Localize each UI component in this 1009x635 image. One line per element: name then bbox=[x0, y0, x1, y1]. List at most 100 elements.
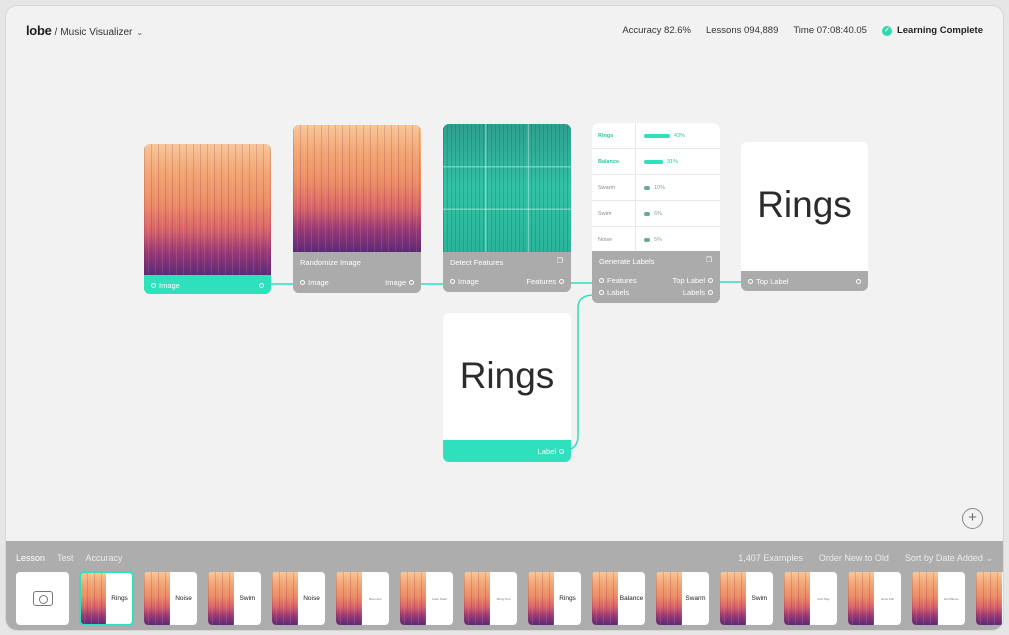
app-window: lobe / Music Visualizer ⌄ Accuracy 82.6%… bbox=[5, 5, 1004, 631]
examples-count: 1,407 Examples bbox=[738, 553, 803, 563]
thumbnail-label: Swarm bbox=[685, 595, 706, 602]
panel-tabs: Lesson Test Accuracy bbox=[16, 553, 123, 563]
order-toggle[interactable]: Order New to Old bbox=[818, 553, 889, 563]
example-thumbnail[interactable]: Balance bbox=[592, 572, 645, 625]
thumbnail-label: Rings bbox=[559, 595, 576, 602]
output-port[interactable]: Label bbox=[538, 447, 564, 456]
thumbnail-label: Grid Play bbox=[817, 596, 830, 601]
labels-input-port[interactable]: Labels bbox=[599, 288, 629, 297]
port-label: Image bbox=[458, 276, 479, 286]
tab-lesson[interactable]: Lesson bbox=[16, 553, 46, 563]
examples-strip[interactable]: Rings Noise Swim Noise Bee Hum Cube Flash Stri… bbox=[16, 571, 1003, 626]
app-logo[interactable]: lobe bbox=[26, 23, 52, 38]
thumbnail-label: Grid Bloom bbox=[943, 596, 959, 601]
generate-labels-node[interactable]: Rings 43% Balance 31% Swarm 10% Swim 6% Noise 5% … bbox=[592, 123, 720, 303]
port-dot bbox=[151, 282, 156, 288]
detect-features-node[interactable]: Detect Features ❐ Image Features bbox=[443, 124, 571, 292]
project-name[interactable]: Music Visualizer bbox=[60, 27, 133, 38]
example-thumbnail[interactable]: R bbox=[976, 572, 1003, 625]
add-node-button[interactable]: + bbox=[962, 508, 983, 529]
thumbnail-label: Noise bbox=[303, 595, 320, 602]
chevron-down-icon[interactable]: ⌄ bbox=[136, 28, 144, 37]
top-label-output-port[interactable]: Top Label bbox=[672, 276, 713, 285]
breadcrumb: lobe / Music Visualizer ⌄ bbox=[26, 23, 143, 38]
example-thumbnail[interactable]: Cube Flash bbox=[400, 572, 453, 625]
tab-test[interactable]: Test bbox=[57, 553, 74, 563]
thumbnail-spectrogram bbox=[720, 572, 746, 625]
example-thumbnail[interactable]: Rings bbox=[79, 571, 134, 626]
example-thumbnail[interactable]: Swim bbox=[720, 572, 773, 625]
output-port[interactable]: Image bbox=[385, 278, 414, 287]
example-thumbnail[interactable]: Echo Fall bbox=[848, 572, 901, 625]
tab-accuracy[interactable]: Accuracy bbox=[85, 553, 123, 563]
thumbnail-label: Rings bbox=[111, 595, 128, 602]
duplicate-icon[interactable]: ❐ bbox=[556, 258, 563, 265]
label-confidence-table: Rings 43% Balance 31% Swarm 10% Swim 6% Noise 5% bbox=[592, 123, 720, 253]
port-label: Top Label bbox=[672, 275, 705, 285]
label-name: Rings bbox=[592, 123, 636, 148]
node-title: Generate Labels bbox=[599, 257, 655, 266]
image-node[interactable]: Image bbox=[144, 144, 271, 294]
input-port[interactable]: Top Label bbox=[748, 277, 789, 286]
example-thumbnail[interactable]: Bee Hum bbox=[336, 572, 389, 625]
confidence-bar bbox=[644, 211, 650, 216]
node-footer: Image bbox=[144, 275, 271, 294]
example-thumbnail[interactable]: Grid Play bbox=[784, 572, 837, 625]
port-dot bbox=[599, 289, 604, 295]
node-footer: Top Label bbox=[741, 271, 868, 291]
randomize-image-node[interactable]: Randomize Image Image Image bbox=[293, 125, 421, 293]
thumbnail-label: R bbox=[1002, 572, 1003, 625]
node-footer: Label bbox=[443, 440, 571, 462]
thumbnail-label: Bee Hum bbox=[369, 596, 382, 601]
thumbnail-label: String Pop bbox=[496, 596, 511, 601]
features-input-port[interactable]: Features bbox=[599, 276, 637, 285]
input-port[interactable]: Image bbox=[300, 278, 329, 287]
sort-dropdown[interactable]: Sort by Date Added ⌄ bbox=[905, 553, 993, 564]
camera-icon bbox=[32, 591, 53, 606]
port-label: Top Label bbox=[756, 276, 789, 286]
thumbnail-spectrogram bbox=[336, 572, 362, 625]
example-thumbnail[interactable]: Noise bbox=[272, 572, 325, 625]
model-canvas[interactable]: Image Randomize Image Image Image Detect… bbox=[6, 56, 1003, 541]
feature-grid bbox=[443, 124, 571, 252]
accuracy-stat: Accuracy 82.6% bbox=[622, 25, 691, 36]
input-port[interactable]: Image bbox=[450, 277, 479, 286]
thumbnail-spectrogram bbox=[592, 572, 618, 625]
port-dot bbox=[409, 279, 414, 285]
example-thumbnail[interactable]: Rings bbox=[528, 572, 581, 625]
confidence-bar bbox=[644, 159, 663, 164]
output-port[interactable]: Image bbox=[151, 281, 180, 290]
port-label: Image bbox=[308, 277, 329, 287]
output-port[interactable]: Features bbox=[526, 277, 564, 286]
port-label: Labels bbox=[682, 287, 705, 297]
thumbnail-spectrogram bbox=[208, 572, 234, 625]
confidence-bar bbox=[644, 133, 670, 138]
thumbnail-label: Echo Fall bbox=[881, 596, 894, 601]
top-label-node[interactable]: Rings Top Label bbox=[741, 142, 868, 291]
port-label: Labels bbox=[607, 287, 630, 297]
label-input-node[interactable]: Rings Label bbox=[443, 313, 571, 462]
labels-output-port[interactable]: Labels bbox=[683, 288, 713, 297]
camera-capture-button[interactable] bbox=[16, 572, 69, 625]
example-thumbnail[interactable]: Grid Bloom bbox=[912, 572, 965, 625]
training-stats: Accuracy 82.6% Lessons 094,889 Time 07:0… bbox=[622, 25, 983, 36]
example-thumbnail[interactable]: Swim bbox=[208, 572, 261, 625]
thumbnail-spectrogram bbox=[80, 572, 106, 625]
duplicate-icon[interactable]: ❐ bbox=[705, 257, 712, 264]
example-thumbnail[interactable]: Noise bbox=[144, 572, 197, 625]
check-icon: ✓ bbox=[881, 25, 892, 36]
label-input-text[interactable]: Rings bbox=[459, 355, 555, 396]
output-port-dot[interactable] bbox=[259, 282, 264, 288]
chevron-down-icon: ⌄ bbox=[985, 553, 993, 563]
port-label: Image bbox=[385, 277, 406, 287]
thumbnail-spectrogram bbox=[144, 572, 170, 625]
port-dot bbox=[708, 277, 713, 283]
top-label-text: Rings bbox=[757, 184, 852, 225]
port-dot bbox=[300, 279, 305, 285]
example-thumbnail[interactable]: String Pop bbox=[464, 572, 517, 625]
node-footer: Randomize Image Image Image bbox=[293, 252, 421, 293]
example-thumbnail[interactable]: Swarm bbox=[656, 572, 709, 625]
confidence-bar bbox=[644, 185, 650, 190]
top-bar: lobe / Music Visualizer ⌄ Accuracy 82.6%… bbox=[6, 6, 1003, 56]
output-port-dot[interactable] bbox=[856, 278, 861, 284]
